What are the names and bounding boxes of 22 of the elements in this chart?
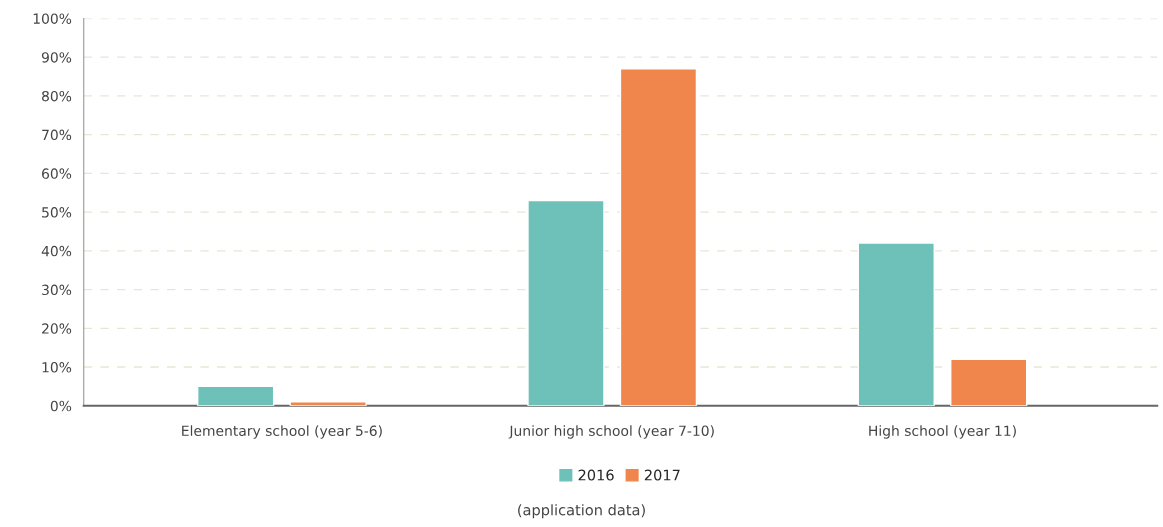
bar (619, 68, 698, 406)
legend-label: 2017 (644, 469, 680, 481)
y-tick-label: 20% (42, 323, 72, 334)
x-tick-label: High school (year 11) (869, 425, 1016, 439)
x-tick-label: Elementary school (year 5-6) (182, 425, 382, 439)
y-tick-label: 70% (42, 129, 72, 141)
bar (857, 242, 935, 406)
y-tick-label: 60% (42, 168, 72, 179)
text: (application data) (518, 504, 645, 519)
bar (527, 199, 605, 406)
y-tick-label: 30% (42, 284, 72, 296)
y-tick-label: 0% (50, 400, 72, 412)
x-tick-label: Junior high school (year 7-10) (508, 425, 714, 439)
y-tick-label: 10% (42, 362, 72, 373)
y-tick-label: 50% (42, 207, 72, 218)
legend-label: 2016 (578, 469, 614, 481)
y-tick-label: 40% (41, 245, 72, 257)
bar (950, 358, 1028, 406)
y-tick-label: 90% (41, 52, 72, 63)
y-tick-label: 100% (33, 13, 72, 24)
bar (196, 385, 275, 406)
y-tick-label: 80% (42, 90, 72, 102)
